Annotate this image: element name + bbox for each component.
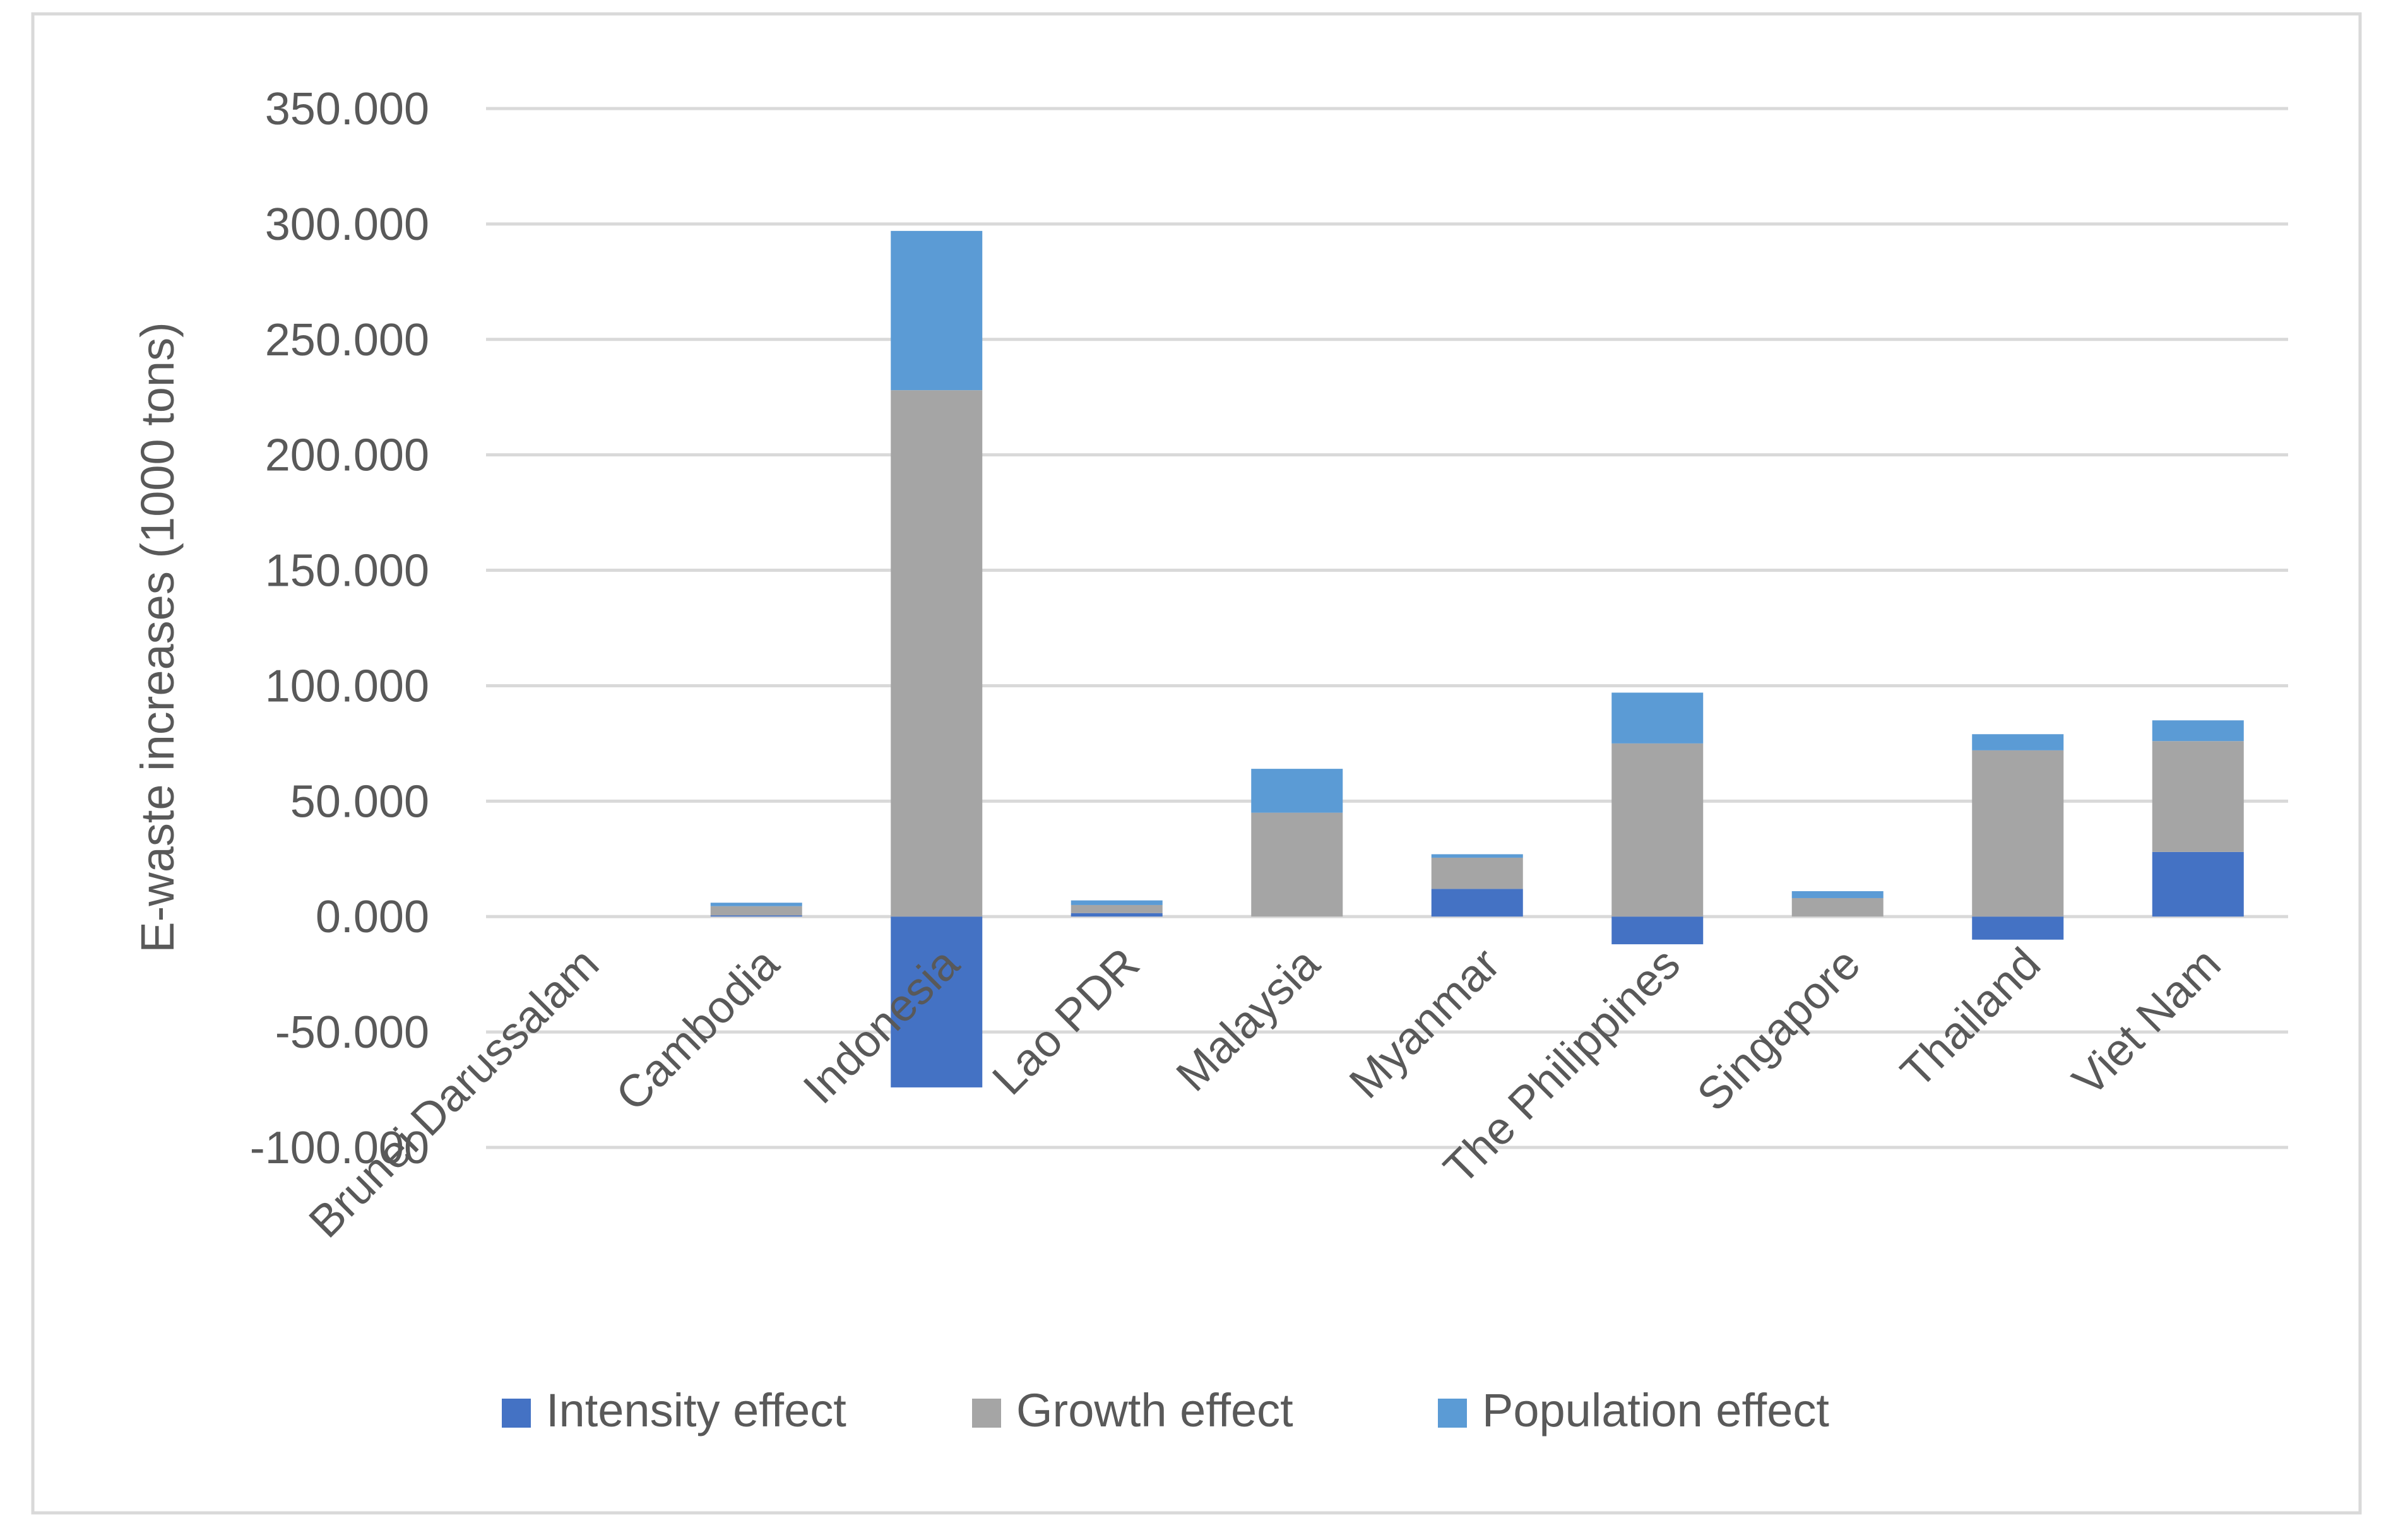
legend-swatch [972,1399,1001,1428]
bar-growth-effect-3 [1071,904,1163,913]
legend-swatch [1438,1399,1467,1428]
legend-label: Population effect [1482,1384,1829,1436]
bar-intensity-effect-1 [710,915,802,917]
bar-growth-effect-8 [1972,750,2064,917]
bar-intensity-effect-3 [1071,913,1163,917]
bar-intensity-effect-5 [1431,889,1523,917]
bar-population-effect-9 [2152,720,2244,742]
y-axis-ticks: -100.000 -50.000 0.000 50.000 100.000 150.000… [250,84,429,1173]
y-tick-label: -50.000 [275,1007,429,1058]
bar-population-effect-8 [1972,734,2064,750]
bar-growth-effect-4 [1251,812,1343,917]
legend-label: Intensity effect [546,1384,846,1436]
gridlines [486,107,2288,1149]
y-tick-label: 200.000 [265,430,429,481]
bar-population-effect-7 [1791,891,1884,898]
legend: Intensity effect Growth effect Population … [502,1384,1829,1436]
bar-population-effect-2 [891,230,983,391]
bar-intensity-effect-2 [891,916,983,1087]
y-tick-label: 300.000 [265,199,429,250]
bar-population-effect-3 [1071,900,1163,905]
bar-population-effect-5 [1431,854,1523,858]
y-axis-title: E-waste increases (1000 tons) [131,322,184,952]
bar-population-effect-6 [1611,692,1704,743]
bar-growth-effect-9 [2152,741,2244,852]
y-tick-label: 100.000 [265,661,429,711]
legend-swatch [502,1399,531,1428]
y-tick-label: 250.000 [265,315,429,365]
y-tick-label: 150.000 [265,546,429,596]
bar-growth-effect-7 [1791,897,1884,917]
bar-growth-effect-2 [891,390,983,917]
y-tick-label: -100.000 [250,1123,429,1173]
bar-intensity-effect-6 [1611,916,1704,945]
y-tick-label: 350.000 [265,84,429,134]
y-tick-label: 50.000 [290,776,429,827]
bar-intensity-effect-8 [1972,916,2064,940]
bar-population-effect-1 [710,903,802,906]
legend-label: Growth effect [1016,1384,1293,1436]
bar-growth-effect-6 [1611,743,1704,917]
bar-population-effect-4 [1251,769,1343,813]
bar-growth-effect-1 [710,906,802,916]
bars [710,230,2244,1087]
bar-growth-effect-5 [1431,857,1523,889]
y-tick-label: 0.000 [316,892,429,942]
bar-intensity-effect-9 [2152,851,2244,917]
